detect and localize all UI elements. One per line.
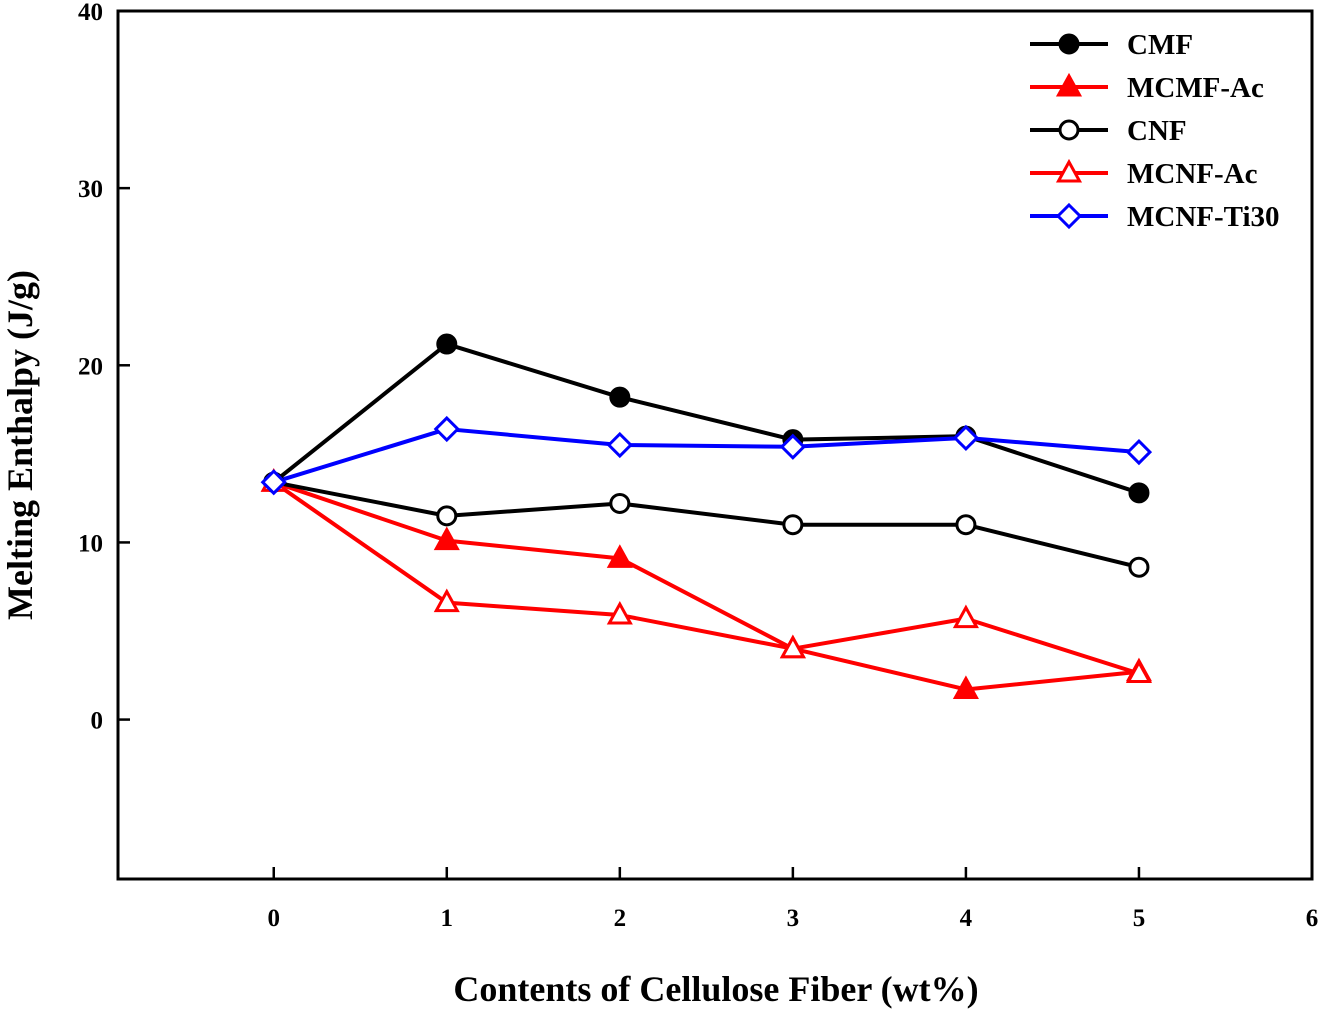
legend: CMF MCMF-Ac CNF MCNF-Ac MCNF-Ti30 (1030, 29, 1280, 233)
series-lines (272, 342, 1140, 692)
legend-marker-mcmf-ac (1055, 72, 1083, 97)
data-point-cnf (609, 492, 631, 514)
y-tick-label: 30 (78, 176, 103, 203)
x-tick-label: 6 (1306, 905, 1319, 932)
legend-marker-cnf (1058, 119, 1080, 141)
y-tick-label: 20 (78, 353, 103, 380)
x-tick-label: 5 (1133, 905, 1146, 932)
series-line-mcnf-ti30 (273, 427, 1140, 485)
data-point-mcnf-ti30 (779, 433, 806, 460)
data-point-mcnf-ac (606, 600, 633, 625)
legend-marker-mcnf-ac (1055, 158, 1083, 183)
x-tick-label: 0 (267, 905, 280, 932)
x-axis-title: Contents of Cellulose Fiber (wt%) (453, 969, 978, 1009)
legend-label-mcnf-ti30: MCNF-Ti30 (1127, 201, 1280, 233)
legend-label-cmf: CMF (1127, 29, 1193, 61)
legend-label-mcnf-ac: MCNF-Ac (1127, 158, 1258, 190)
legend-marker-cmf (1058, 33, 1080, 55)
x-tick-label: 1 (441, 905, 454, 932)
data-point-mcnf-ac (779, 634, 806, 659)
data-point-mcnf-ti30 (433, 415, 460, 443)
data-point-mcnf-ti30 (606, 431, 633, 459)
data-point-mcnf-ac (433, 588, 460, 613)
x-tick-label: 2 (614, 905, 627, 932)
legend-label-cnf: CNF (1127, 115, 1187, 147)
data-point-mcmf-ac (433, 526, 460, 551)
series-line-cnf (273, 480, 1140, 570)
legend-marker-mcnf-ti30 (1055, 202, 1083, 230)
data-point-cmf (609, 386, 631, 408)
y-axis-title: Melting Enthalpy (J/g) (0, 270, 40, 620)
series-line-mcmf-ac (273, 480, 1140, 692)
series-markers (260, 333, 1153, 699)
data-point-cnf (1128, 556, 1150, 578)
data-point-cmf (1128, 482, 1150, 504)
y-tick-label: 10 (78, 530, 103, 557)
ticks: 0 1 2 3 4 5 6 0 10 20 30 40 (78, 0, 1318, 932)
y-tick-label: 0 (91, 708, 104, 735)
legend-label-mcmf-ac: MCMF-Ac (1127, 72, 1264, 104)
x-tick-label: 4 (960, 905, 973, 932)
data-point-cnf (436, 505, 458, 527)
data-point-mcnf-ti30 (952, 424, 980, 452)
series-line-mcnf-ac (272, 480, 1140, 676)
plot-frame (116, 9, 1314, 881)
y-tick-label: 40 (78, 0, 103, 26)
data-point-mcnf-ti30 (1125, 438, 1153, 466)
data-point-mcnf-ti30 (260, 469, 287, 496)
data-point-mcmf-ac (606, 544, 633, 568)
data-point-mcnf-ac (1125, 659, 1152, 684)
data-point-cmf (436, 333, 458, 355)
data-point-cnf (782, 514, 804, 536)
series-line-cmf (272, 342, 1140, 495)
data-point-cnf (955, 514, 977, 536)
data-point-mcmf-ac (952, 675, 979, 699)
x-tick-label: 3 (787, 905, 800, 932)
data-point-mcnf-ac (952, 604, 979, 629)
